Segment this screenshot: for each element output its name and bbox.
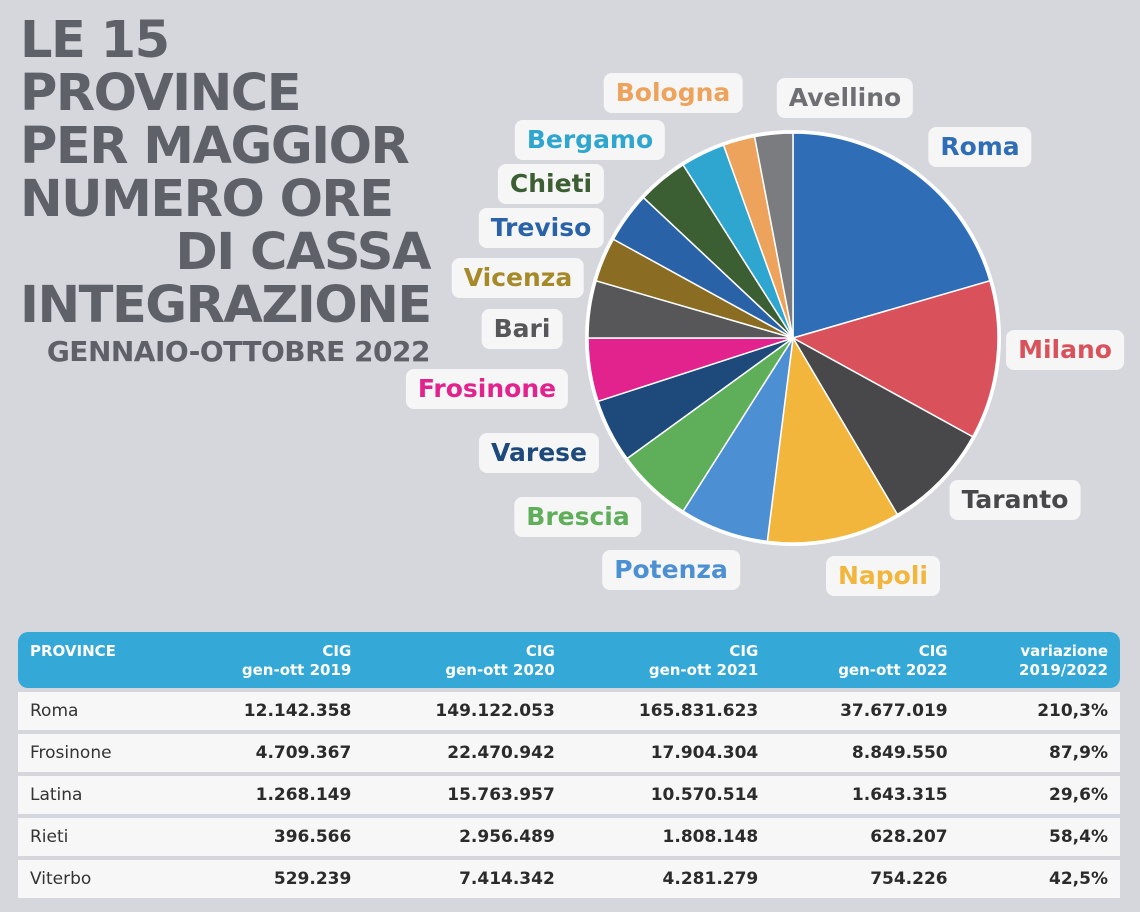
table-row: Latina 1.268.149 15.763.957 10.570.514 1… bbox=[18, 776, 1120, 814]
cell-province: Rieti bbox=[18, 818, 174, 856]
cell-cig-2019: 12.142.358 bbox=[173, 692, 364, 730]
header-province: PROVINCE bbox=[18, 632, 174, 688]
header-cig-2019: CIG gen-ott 2019 bbox=[173, 632, 364, 688]
cell-province: Latina bbox=[18, 776, 174, 814]
cell-cig-2022: 1.643.315 bbox=[770, 776, 960, 814]
table-row: Frosinone 4.709.367 22.470.942 17.904.30… bbox=[18, 734, 1120, 772]
cell-cig-2019: 4.709.367 bbox=[173, 734, 364, 772]
title-line-5: INTEGRAZIONE bbox=[20, 276, 432, 335]
cell-cig-2022: 628.207 bbox=[770, 818, 960, 856]
title-line-1: LE 15 PROVINCE bbox=[20, 11, 302, 123]
pie-slice-milano bbox=[791, 279, 999, 438]
cell-cig-2019: 1.268.149 bbox=[173, 776, 364, 814]
table-row: Roma 12.142.358 149.122.053 165.831.623 … bbox=[18, 692, 1120, 730]
pie-label-taranto: Taranto bbox=[949, 480, 1081, 520]
pie-label-brescia: Brescia bbox=[514, 497, 642, 537]
table-row: Rieti 396.566 2.956.489 1.808.148 628.20… bbox=[18, 818, 1120, 856]
cell-variazione: 87,9% bbox=[959, 734, 1120, 772]
cell-province: Frosinone bbox=[18, 734, 174, 772]
pie-label-roma: Roma bbox=[928, 127, 1032, 167]
header-cig-2022: CIG gen-ott 2022 bbox=[770, 632, 960, 688]
cell-cig-2021: 10.570.514 bbox=[566, 776, 771, 814]
pie-label-napoli: Napoli bbox=[825, 556, 941, 596]
pie-chart bbox=[585, 130, 1001, 546]
pie-label-avellino: Avellino bbox=[776, 78, 914, 118]
pie-label-bologna: Bologna bbox=[603, 73, 743, 113]
pie-label-varese: Varese bbox=[479, 433, 599, 473]
pie-label-bergamo: Bergamo bbox=[514, 120, 666, 160]
title-line-4: DI CASSA bbox=[175, 223, 431, 282]
title-line-2: PER MAGGIOR bbox=[20, 117, 410, 176]
cell-variazione: 42,5% bbox=[959, 860, 1120, 898]
cell-cig-2019: 529.239 bbox=[173, 860, 364, 898]
cell-cig-2022: 8.849.550 bbox=[770, 734, 960, 772]
cell-variazione: 210,3% bbox=[959, 692, 1120, 730]
cell-cig-2021: 17.904.304 bbox=[566, 734, 771, 772]
cell-province: Viterbo bbox=[18, 860, 174, 898]
chart-title: LE 15 PROVINCE PER MAGGIOR NUMERO ORE DI… bbox=[20, 11, 432, 372]
pie-slice-napoli bbox=[766, 335, 899, 544]
cell-cig-2020: 2.956.489 bbox=[363, 818, 567, 856]
cell-cig-2022: 37.677.019 bbox=[770, 692, 960, 730]
header-cig-2021: CIG gen-ott 2021 bbox=[566, 632, 771, 688]
header-cig-2020: CIG gen-ott 2020 bbox=[363, 632, 567, 688]
pie-label-frosinone: Frosinone bbox=[405, 369, 569, 409]
pie-label-chieti: Chieti bbox=[497, 164, 605, 204]
pie-slice-roma bbox=[792, 132, 991, 339]
table-header-row: PROVINCE CIG gen-ott 2019 CIG gen-ott 2020… bbox=[18, 632, 1120, 688]
pie-label-milano: Milano bbox=[1006, 330, 1124, 370]
header-variazione: variazione 2019/2022 bbox=[959, 632, 1120, 688]
cell-cig-2020: 149.122.053 bbox=[363, 692, 567, 730]
cell-cig-2020: 22.470.942 bbox=[363, 734, 567, 772]
cell-cig-2020: 15.763.957 bbox=[363, 776, 567, 814]
cell-cig-2022: 754.226 bbox=[770, 860, 960, 898]
pie-slice-avellino bbox=[753, 132, 794, 339]
pie-label-bari: Bari bbox=[481, 309, 563, 349]
pie-label-treviso: Treviso bbox=[478, 208, 604, 248]
cell-variazione: 58,4% bbox=[959, 818, 1120, 856]
cell-cig-2021: 165.831.623 bbox=[566, 692, 771, 730]
cell-cig-2021: 1.808.148 bbox=[566, 818, 771, 856]
cell-province: Roma bbox=[18, 692, 174, 730]
pie-slice-taranto bbox=[790, 336, 974, 516]
cell-cig-2020: 7.414.342 bbox=[363, 860, 567, 898]
cell-cig-2021: 4.281.279 bbox=[566, 860, 771, 898]
cell-cig-2019: 396.566 bbox=[173, 818, 364, 856]
pie-label-potenza: Potenza bbox=[602, 550, 740, 590]
table-row: Viterbo 529.239 7.414.342 4.281.279 754.… bbox=[18, 860, 1120, 898]
cig-table: PROVINCE CIG gen-ott 2019 CIG gen-ott 2020… bbox=[18, 628, 1120, 902]
cell-variazione: 29,6% bbox=[959, 776, 1120, 814]
title-subtitle: GENNAIO-OTTOBRE 2022 bbox=[46, 335, 431, 368]
pie-label-vicenza: Vicenza bbox=[451, 258, 585, 298]
title-line-3: NUMERO ORE bbox=[20, 170, 394, 229]
